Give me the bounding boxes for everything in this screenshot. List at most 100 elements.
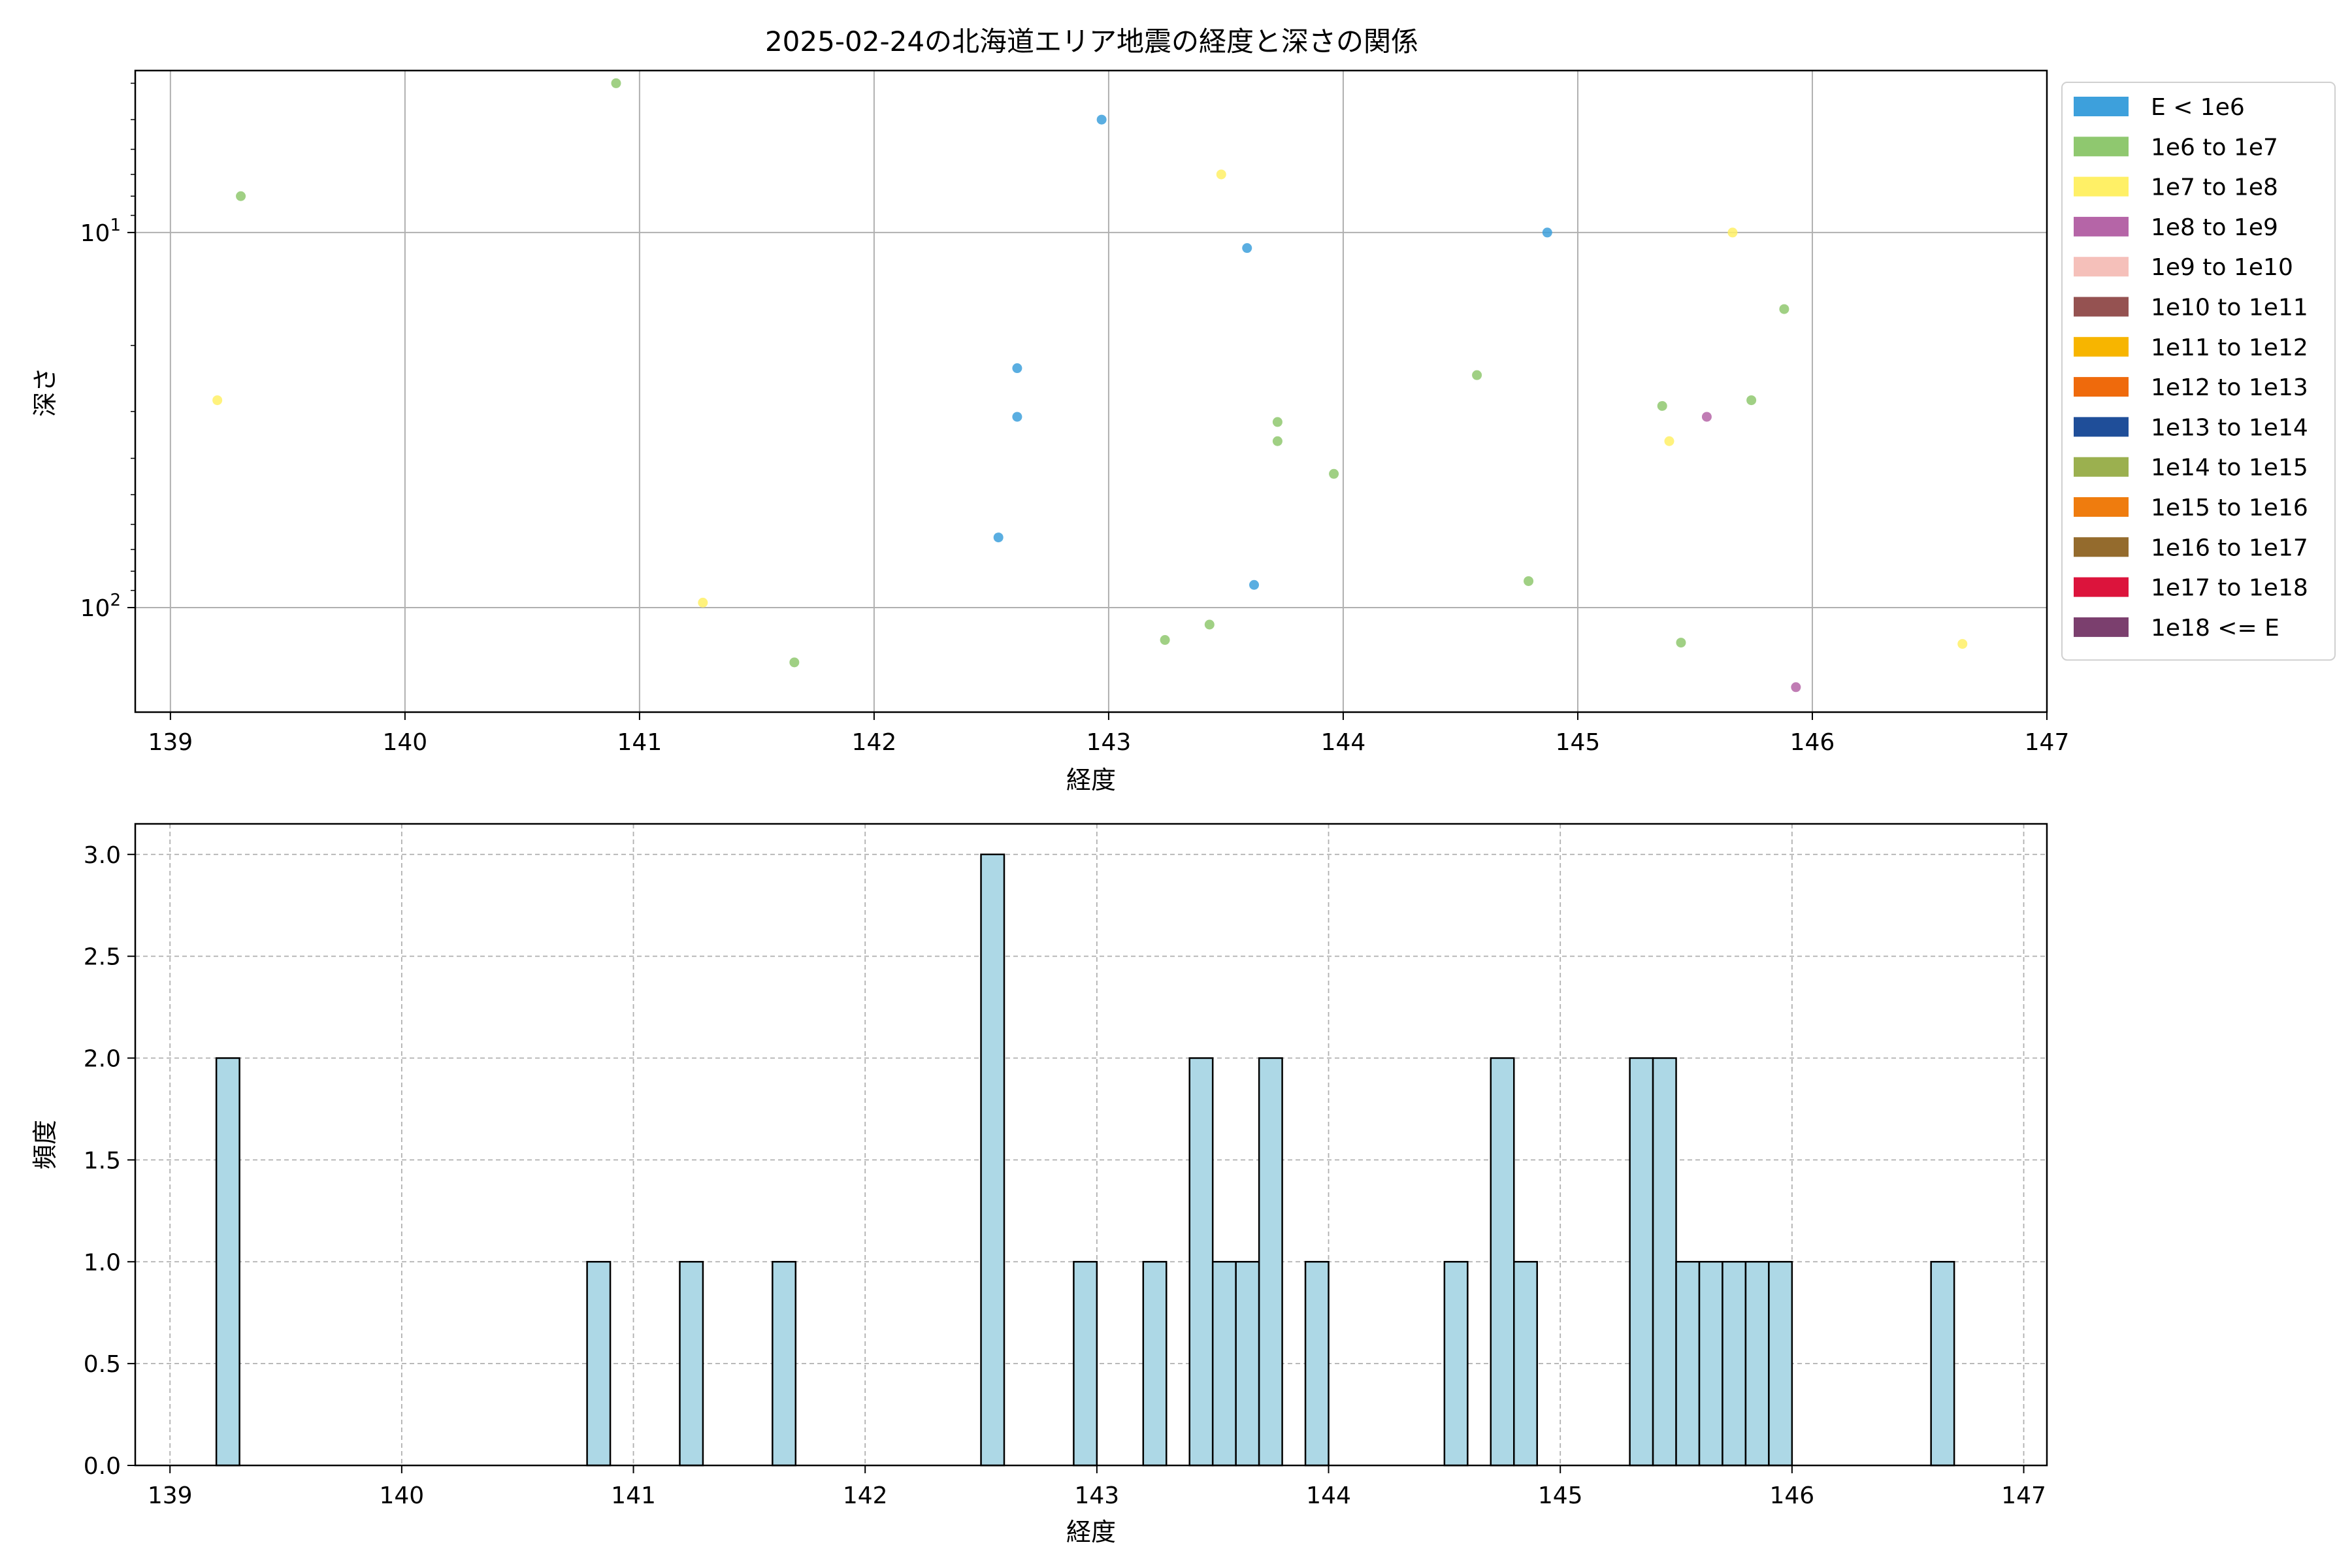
scatter-x-ticks: 139 140 141 142 143 144 145 146 147 — [148, 712, 2069, 756]
hist-bars — [215, 853, 1955, 1467]
scatter-plot-frame — [134, 69, 2048, 713]
hist-bar — [1768, 1261, 1793, 1467]
hist-bar — [1698, 1261, 1723, 1467]
legend-label: 1e13 to 1e14 — [2151, 414, 2308, 441]
hist-y-tick-label: 1.5 — [84, 1147, 121, 1174]
hist-bar — [1073, 1261, 1098, 1467]
scatter-point — [1746, 395, 1757, 406]
legend-swatch — [2074, 176, 2129, 197]
scatter-point — [993, 532, 1004, 543]
scatter-y-ticks: 101 102 — [80, 216, 135, 622]
scatter-points — [212, 78, 1968, 693]
hist-bar — [1675, 1261, 1701, 1467]
hist-x-tick-label: 140 — [380, 1482, 425, 1509]
hist-y-tick-label: 2.5 — [84, 944, 121, 971]
scatter-chart: 2025-02-24の北海道エリア地震の経度と深さの関係 139 140 141 14… — [31, 25, 2336, 794]
hist-bar — [1258, 1057, 1283, 1467]
legend-label: 1e11 to 1e12 — [2151, 335, 2308, 361]
scatter-x-tick-label: 146 — [1790, 729, 1835, 756]
hist-x-ticks: 139 140 141 142 143 144 145 146 147 — [148, 1465, 2046, 1509]
legend-label: 1e12 to 1e13 — [2151, 374, 2308, 401]
hist-y-tick-label: 3.0 — [84, 842, 121, 869]
scatter-y-tick-label: 102 — [80, 591, 121, 622]
scatter-point — [1249, 580, 1260, 590]
hist-x-tick-label: 146 — [1770, 1482, 1815, 1509]
hist-y-tick-label: 0.0 — [84, 1453, 121, 1480]
legend-label: 1e15 to 1e16 — [2151, 495, 2308, 521]
hist-bar — [1744, 1261, 1770, 1467]
hist-bar — [1513, 1261, 1538, 1467]
hist-bar — [772, 1261, 797, 1467]
hist-x-tick-label: 142 — [843, 1482, 888, 1509]
scatter-point — [1676, 638, 1686, 648]
scatter-point — [1957, 639, 1968, 649]
scatter-x-tick-label: 147 — [2025, 729, 2070, 756]
scatter-point — [1216, 169, 1226, 180]
hist-x-tick-label: 145 — [1538, 1482, 1583, 1509]
legend-swatch — [2074, 497, 2129, 517]
legend-swatch — [2074, 377, 2129, 397]
hist-bar — [1304, 1261, 1330, 1467]
scatter-point — [1664, 436, 1674, 446]
legend-label: 1e14 to 1e15 — [2151, 455, 2308, 482]
chart-title: 2025-02-24の北海道エリア地震の経度と深さの関係 — [765, 25, 1418, 57]
hist-bar — [1930, 1261, 1955, 1467]
hist-bar — [1722, 1261, 1747, 1467]
scatter-point — [1160, 635, 1170, 645]
scatter-point — [236, 191, 246, 201]
histogram-chart: 139 140 141 142 143 144 145 146 147 0.0 0.5 1.0 1.5… — [31, 823, 2048, 1546]
scatter-point — [1472, 370, 1482, 380]
hist-bar — [679, 1261, 704, 1467]
scatter-point — [789, 657, 800, 668]
legend-swatch — [2074, 457, 2129, 477]
scatter-y-label: 深さ — [31, 367, 59, 417]
hist-x-tick-label: 144 — [1306, 1482, 1351, 1509]
hist-bar — [1629, 1057, 1654, 1467]
legend-label: 1e10 to 1e11 — [2151, 295, 2308, 321]
scatter-point — [698, 597, 708, 608]
scatter-point — [1272, 436, 1282, 446]
scatter-point — [1242, 243, 1252, 253]
scatter-plot-background — [135, 71, 2047, 712]
hist-y-label: 頻度 — [31, 1120, 59, 1169]
hist-bar — [1235, 1261, 1260, 1467]
hist-bar — [1142, 1261, 1168, 1467]
legend-swatch — [2074, 97, 2129, 116]
hist-bar — [980, 853, 1005, 1467]
scatter-y-tick-label: 101 — [80, 216, 121, 247]
scatter-x-tick-label: 143 — [1086, 729, 1132, 756]
scatter-point — [212, 395, 223, 406]
legend-swatch — [2074, 297, 2129, 317]
hist-bar — [1652, 1057, 1677, 1467]
legend-swatch — [2074, 417, 2129, 437]
hist-bar — [1443, 1261, 1469, 1467]
legend-label: E < 1e6 — [2151, 94, 2245, 121]
scatter-x-tick-label: 140 — [383, 729, 428, 756]
scatter-x-label: 経度 — [1066, 766, 1116, 794]
hist-bar — [215, 1057, 240, 1467]
scatter-point — [1096, 114, 1107, 125]
hist-bar — [1188, 1057, 1214, 1467]
scatter-x-tick-label: 141 — [617, 729, 662, 756]
hist-x-tick-label: 147 — [2001, 1482, 2046, 1509]
legend-swatch — [2074, 336, 2129, 357]
hist-x-tick-label: 141 — [611, 1482, 656, 1509]
scatter-point — [1701, 412, 1712, 422]
scatter-point — [1657, 400, 1667, 411]
legend-swatch — [2074, 137, 2129, 157]
legend-label: 1e16 to 1e17 — [2151, 534, 2308, 561]
scatter-point — [1272, 417, 1282, 427]
legend-swatch — [2074, 216, 2129, 237]
hist-x-label: 経度 — [1066, 1518, 1116, 1546]
scatter-point — [1012, 412, 1022, 422]
legend-swatch — [2074, 617, 2129, 637]
scatter-point — [1204, 619, 1215, 630]
hist-y-tick-label: 0.5 — [84, 1351, 121, 1378]
hist-bar — [1490, 1057, 1515, 1467]
hist-bar — [586, 1261, 612, 1467]
legend-swatch — [2074, 257, 2129, 277]
scatter-x-tick-label: 145 — [1556, 729, 1601, 756]
hist-bar — [1211, 1261, 1237, 1467]
legend-label: 1e18 <= E — [2151, 615, 2279, 642]
